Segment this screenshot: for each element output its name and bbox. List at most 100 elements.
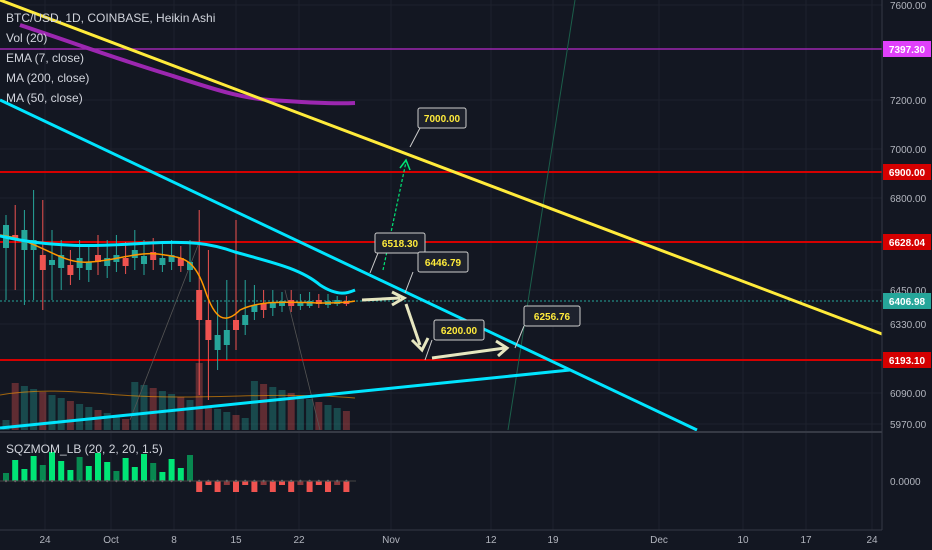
price-label: 6330.00 bbox=[890, 320, 927, 331]
arrow-head-1 bbox=[391, 290, 408, 307]
legend-vol[interactable]: Vol (20) bbox=[6, 31, 48, 45]
osc-bar bbox=[67, 470, 74, 481]
cyan-downtrend-line[interactable] bbox=[0, 98, 698, 432]
osc-bar bbox=[297, 481, 304, 485]
candle-body bbox=[122, 258, 129, 266]
callout-leader bbox=[514, 325, 525, 349]
osc-bar bbox=[141, 454, 147, 481]
price-label: 6800.00 bbox=[890, 194, 927, 205]
candle-body bbox=[279, 301, 285, 306]
cyan-curve[interactable] bbox=[0, 234, 356, 295]
candle-body bbox=[196, 290, 203, 320]
volume-bar bbox=[140, 385, 148, 430]
candles[interactable] bbox=[3, 190, 350, 400]
ma200-line[interactable] bbox=[19, 23, 356, 106]
candle-body bbox=[260, 303, 267, 310]
yellow-downtrend-line[interactable] bbox=[0, 0, 883, 336]
green-arrow-head bbox=[399, 158, 411, 171]
callout-6256: 6256.76 bbox=[534, 312, 571, 323]
oscillator-legend[interactable]: SQZMOM_LB (20, 2, 20, 1.5) bbox=[6, 442, 163, 456]
osc-bar bbox=[104, 462, 111, 481]
callout-6200: 6200.00 bbox=[441, 326, 478, 337]
osc-bar bbox=[177, 468, 184, 481]
candle-body bbox=[168, 255, 175, 262]
price-label: 7200.00 bbox=[890, 96, 927, 107]
time-label: Nov bbox=[382, 535, 400, 546]
candle-body bbox=[85, 262, 92, 270]
price-label: 7000.00 bbox=[890, 145, 927, 156]
time-label: 19 bbox=[547, 535, 559, 546]
candle-body bbox=[39, 255, 46, 270]
green-trend-line[interactable] bbox=[507, 0, 576, 431]
osc-bar bbox=[251, 481, 258, 492]
squeeze-momentum-histogram[interactable] bbox=[3, 452, 350, 492]
projection-arrows[interactable] bbox=[361, 158, 510, 360]
price-tag-red bbox=[883, 234, 931, 250]
price-callouts[interactable]: 7000.00 6518.30 6446.79 6200.00 6256.76 bbox=[369, 107, 581, 361]
volume-bar bbox=[204, 406, 212, 430]
osc-bar bbox=[58, 461, 65, 481]
volume-bar bbox=[39, 392, 47, 430]
price-label: 7600.00 bbox=[890, 1, 927, 12]
callout-box bbox=[374, 232, 426, 254]
price-axis[interactable] bbox=[882, 0, 932, 550]
volume-bar bbox=[103, 413, 111, 430]
volume-bar bbox=[76, 404, 84, 430]
osc-bar bbox=[205, 481, 212, 485]
callout-leader bbox=[369, 252, 379, 274]
price-tag-last bbox=[883, 293, 931, 309]
price-tag-7397: 7397.30 bbox=[889, 45, 926, 56]
arrow-down bbox=[404, 303, 422, 346]
candle-body bbox=[49, 260, 55, 265]
candle-body bbox=[58, 255, 65, 268]
time-label: 10 bbox=[737, 535, 749, 546]
volume-bar bbox=[30, 389, 38, 430]
legend-ma50[interactable]: MA (50, close) bbox=[6, 91, 83, 105]
candle-body bbox=[269, 302, 276, 308]
time-label: 24 bbox=[866, 535, 878, 546]
candle-body bbox=[214, 335, 221, 350]
time-label: 12 bbox=[485, 535, 497, 546]
osc-bar bbox=[343, 481, 350, 492]
volume-bar bbox=[306, 399, 314, 430]
ema-line[interactable] bbox=[0, 234, 356, 319]
osc-bar bbox=[122, 458, 129, 481]
callout-6518: 6518.30 bbox=[382, 239, 419, 250]
volume-bar bbox=[241, 418, 249, 430]
volume-bar bbox=[315, 402, 323, 430]
time-label: 24 bbox=[39, 535, 51, 546]
candle-body bbox=[177, 258, 184, 266]
osc-bar bbox=[334, 481, 341, 485]
cyan-uptrend-line[interactable] bbox=[0, 368, 571, 430]
green-dashed-arrow bbox=[382, 161, 407, 271]
volume-bar bbox=[177, 397, 185, 430]
osc-bar bbox=[269, 481, 276, 492]
volume-bar bbox=[296, 396, 304, 430]
price-label: 6450.00 bbox=[890, 286, 927, 297]
time-label: 8 bbox=[171, 535, 177, 546]
symbol-title[interactable]: BTC/USD, 1D, COINBASE, Heikin Ashi bbox=[6, 11, 216, 25]
volume-bar bbox=[20, 386, 28, 430]
legend-ma200[interactable]: MA (200, close) bbox=[6, 71, 90, 85]
osc-bar bbox=[131, 467, 138, 481]
callout-6446: 6446.79 bbox=[425, 258, 462, 269]
osc-bar bbox=[95, 453, 101, 481]
volume-bar bbox=[223, 412, 231, 430]
volume-bar bbox=[250, 381, 258, 430]
time-axis[interactable] bbox=[0, 530, 882, 550]
legend-ema[interactable]: EMA (7, close) bbox=[6, 51, 85, 65]
callout-box bbox=[433, 319, 485, 341]
osc-zero-label: 0.0000 bbox=[890, 477, 921, 488]
price-label: 6090.00 bbox=[890, 389, 927, 400]
osc-bar bbox=[12, 460, 19, 481]
price-label: 5970.00 bbox=[890, 420, 927, 431]
volume-bar bbox=[149, 388, 157, 430]
gray-trend-line-b bbox=[284, 289, 321, 431]
volume-bar bbox=[2, 420, 10, 430]
candle-body bbox=[205, 320, 212, 340]
ma50-line[interactable] bbox=[0, 390, 356, 399]
osc-bar bbox=[223, 481, 230, 485]
osc-bar bbox=[76, 457, 83, 481]
osc-bar bbox=[150, 463, 157, 481]
